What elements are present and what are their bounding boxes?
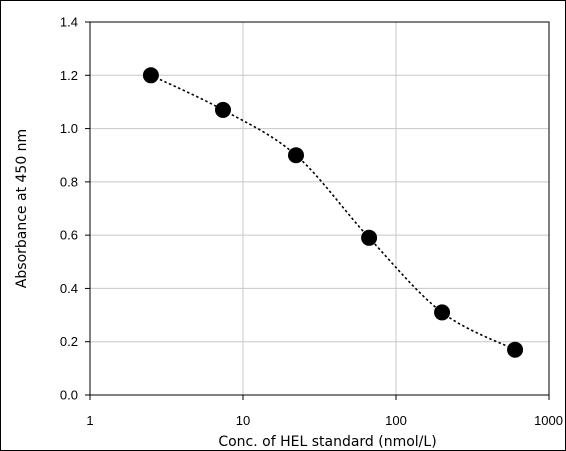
y-tick-label: 0.0	[60, 388, 78, 403]
y-axis-title: Absorbance at 450 nm	[14, 129, 30, 288]
data-point	[434, 304, 451, 321]
x-tick-label: 1000	[534, 413, 563, 428]
y-tick-label: 1.4	[60, 15, 78, 30]
y-tick-label: 0.8	[60, 174, 78, 189]
x-axis-title: Conc. of HEL standard (nmol/L)	[218, 434, 436, 450]
data-point	[361, 229, 378, 246]
series-line	[150, 74, 516, 351]
y-tick-label: 1.0	[60, 121, 78, 136]
data-point	[214, 101, 231, 118]
x-tick-label: 1	[86, 413, 93, 428]
data-point	[142, 67, 159, 84]
x-tick-label: 10	[236, 413, 250, 428]
y-tick-label: 0.4	[60, 281, 78, 296]
plot-area	[89, 21, 550, 396]
x-tick-label: 100	[385, 413, 407, 428]
y-tick-label: 1.2	[60, 68, 78, 83]
data-series	[142, 67, 524, 358]
y-tick-label: 0.6	[60, 228, 78, 243]
axis-ticks: 0.0 0.2 0.4 0.6 0.8 1.0 1.2 1.4 1 10 100 1000	[60, 15, 563, 429]
data-point	[507, 341, 524, 358]
data-point	[287, 147, 304, 164]
y-tick-label: 0.2	[60, 334, 78, 349]
grid	[90, 22, 549, 395]
